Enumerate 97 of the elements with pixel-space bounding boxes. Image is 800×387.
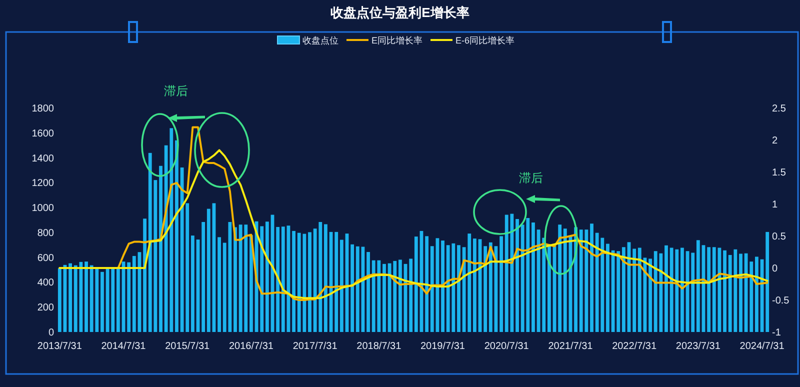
y-tick-label: 400 — [37, 278, 54, 289]
x-tick-label: 2023/7/31 — [676, 341, 721, 352]
bar — [116, 268, 120, 332]
bar — [648, 258, 652, 332]
annotation: 滞后 — [519, 171, 543, 185]
bar — [664, 245, 668, 332]
bar — [547, 246, 551, 332]
bar — [340, 240, 344, 332]
bar — [488, 242, 492, 332]
bar — [558, 224, 562, 332]
y2-tick-label: 1 — [772, 200, 778, 210]
bar — [68, 263, 72, 332]
y-tick-label: 1000 — [32, 203, 54, 214]
bar — [308, 232, 312, 332]
bar — [202, 222, 206, 332]
y2-tick-label: 1.5 — [772, 168, 786, 178]
bar — [707, 247, 711, 332]
chart-title: 收盘点位与盈利E增长率 — [330, 5, 470, 20]
bar — [218, 237, 221, 332]
y2-tick-label: 2.5 — [772, 104, 786, 114]
y-tick-label: 200 — [37, 302, 54, 314]
bar — [766, 232, 770, 332]
bar — [324, 224, 328, 332]
bar — [414, 236, 418, 332]
x-tick-label: 2013/7/31 — [37, 341, 82, 352]
bar — [457, 245, 460, 332]
bar — [175, 140, 178, 332]
y-tick-label: 0 — [48, 328, 54, 338]
bar — [206, 208, 210, 332]
y-tick-label: 1400 — [32, 153, 54, 164]
bar — [638, 248, 642, 332]
x-tick-label: 2024/7/31 — [740, 341, 785, 352]
bar — [616, 251, 620, 332]
bar — [84, 262, 88, 332]
bar — [100, 272, 104, 332]
y-tick-label: 600 — [37, 252, 54, 264]
x-tick-label: 2019/7/31 — [420, 341, 466, 352]
y-tick-label: 1800 — [32, 104, 54, 114]
bar — [563, 228, 567, 332]
bar — [754, 256, 758, 332]
x-tick-label: 2017/7/31 — [292, 341, 338, 352]
bar — [350, 244, 354, 332]
bar — [260, 226, 264, 332]
y2-tick-label: -1 — [772, 328, 782, 338]
bar — [632, 248, 636, 332]
bar — [276, 226, 280, 332]
bar — [366, 252, 370, 332]
bar — [590, 224, 594, 332]
bar — [425, 236, 429, 332]
bar — [622, 247, 626, 332]
y2-tick-label: -0.5 — [772, 296, 790, 306]
bar — [723, 250, 726, 332]
bar — [516, 219, 519, 332]
x-tick-label: 2016/7/31 — [228, 341, 274, 352]
bar — [281, 226, 285, 332]
legend-label: 收盘点位 — [302, 36, 338, 46]
bar — [409, 258, 413, 332]
x-tick-label: 2018/7/31 — [356, 341, 402, 352]
bar — [532, 222, 535, 332]
y-tick-label: 1600 — [32, 128, 54, 140]
x-tick-label: 2020/7/31 — [484, 341, 530, 352]
bar — [292, 230, 296, 332]
bar — [143, 218, 146, 332]
y2-tick-label: 2 — [772, 136, 778, 146]
bar — [691, 252, 695, 332]
bar — [159, 166, 162, 332]
bar — [500, 236, 503, 332]
bar — [441, 240, 444, 332]
bar — [132, 256, 136, 332]
x-tick-label: 2021/7/31 — [548, 341, 594, 352]
y-tick-label: 800 — [37, 228, 54, 239]
bar — [398, 260, 402, 332]
legend-label: E-6同比增长率 — [456, 36, 515, 46]
bar — [190, 236, 194, 332]
text: 滞后 — [164, 84, 188, 98]
x-tick-label: 2015/7/31 — [165, 341, 210, 352]
bar — [265, 222, 269, 332]
y-tick-label: 1200 — [32, 178, 54, 190]
bar — [334, 232, 338, 332]
bar — [680, 248, 684, 332]
x-tick-label: 2014/7/31 — [101, 341, 146, 352]
x-tick-label: 2022/7/31 — [612, 341, 657, 352]
bar — [696, 240, 700, 332]
bar — [542, 238, 546, 332]
bar — [234, 227, 237, 332]
bar — [484, 246, 488, 332]
y2-tick-label: 0.5 — [772, 232, 786, 242]
bar — [472, 238, 476, 332]
bar — [382, 264, 386, 332]
bar — [58, 268, 62, 332]
legend-label: E同比增长率 — [371, 36, 422, 46]
bar — [606, 244, 610, 332]
bar — [739, 254, 742, 332]
y2-tick-label: 0 — [772, 264, 778, 274]
bar — [250, 235, 253, 332]
bar — [127, 262, 131, 332]
bar — [186, 203, 190, 332]
